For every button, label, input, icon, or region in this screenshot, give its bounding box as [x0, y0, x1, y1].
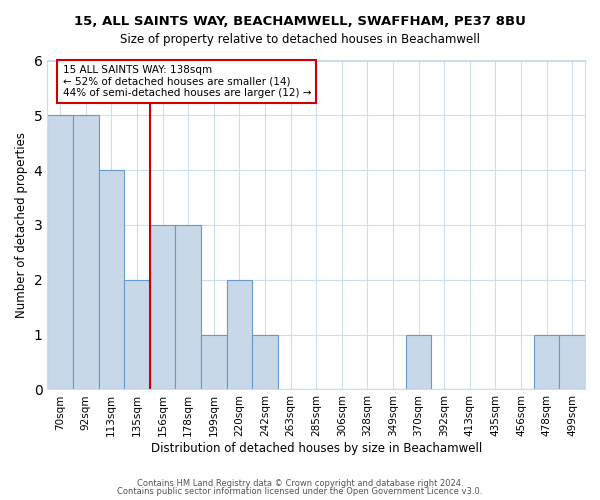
Bar	[201, 334, 227, 390]
Text: 15, ALL SAINTS WAY, BEACHAMWELL, SWAFFHAM, PE37 8BU: 15, ALL SAINTS WAY, BEACHAMWELL, SWAFFHA…	[74, 15, 526, 28]
Bar	[559, 334, 585, 390]
Bar	[73, 116, 98, 390]
Text: 15 ALL SAINTS WAY: 138sqm
← 52% of detached houses are smaller (14)
44% of semi-: 15 ALL SAINTS WAY: 138sqm ← 52% of detac…	[62, 65, 311, 98]
Bar	[227, 280, 252, 390]
Text: Contains public sector information licensed under the Open Government Licence v3: Contains public sector information licen…	[118, 487, 482, 496]
Bar	[98, 170, 124, 390]
Bar	[175, 225, 201, 390]
Bar	[150, 225, 175, 390]
Bar	[124, 280, 150, 390]
Bar	[252, 334, 278, 390]
Y-axis label: Number of detached properties: Number of detached properties	[15, 132, 28, 318]
Bar	[406, 334, 431, 390]
Text: Size of property relative to detached houses in Beachamwell: Size of property relative to detached ho…	[120, 32, 480, 46]
Text: Contains HM Land Registry data © Crown copyright and database right 2024.: Contains HM Land Registry data © Crown c…	[137, 478, 463, 488]
Bar	[534, 334, 559, 390]
X-axis label: Distribution of detached houses by size in Beachamwell: Distribution of detached houses by size …	[151, 442, 482, 455]
Bar	[47, 116, 73, 390]
